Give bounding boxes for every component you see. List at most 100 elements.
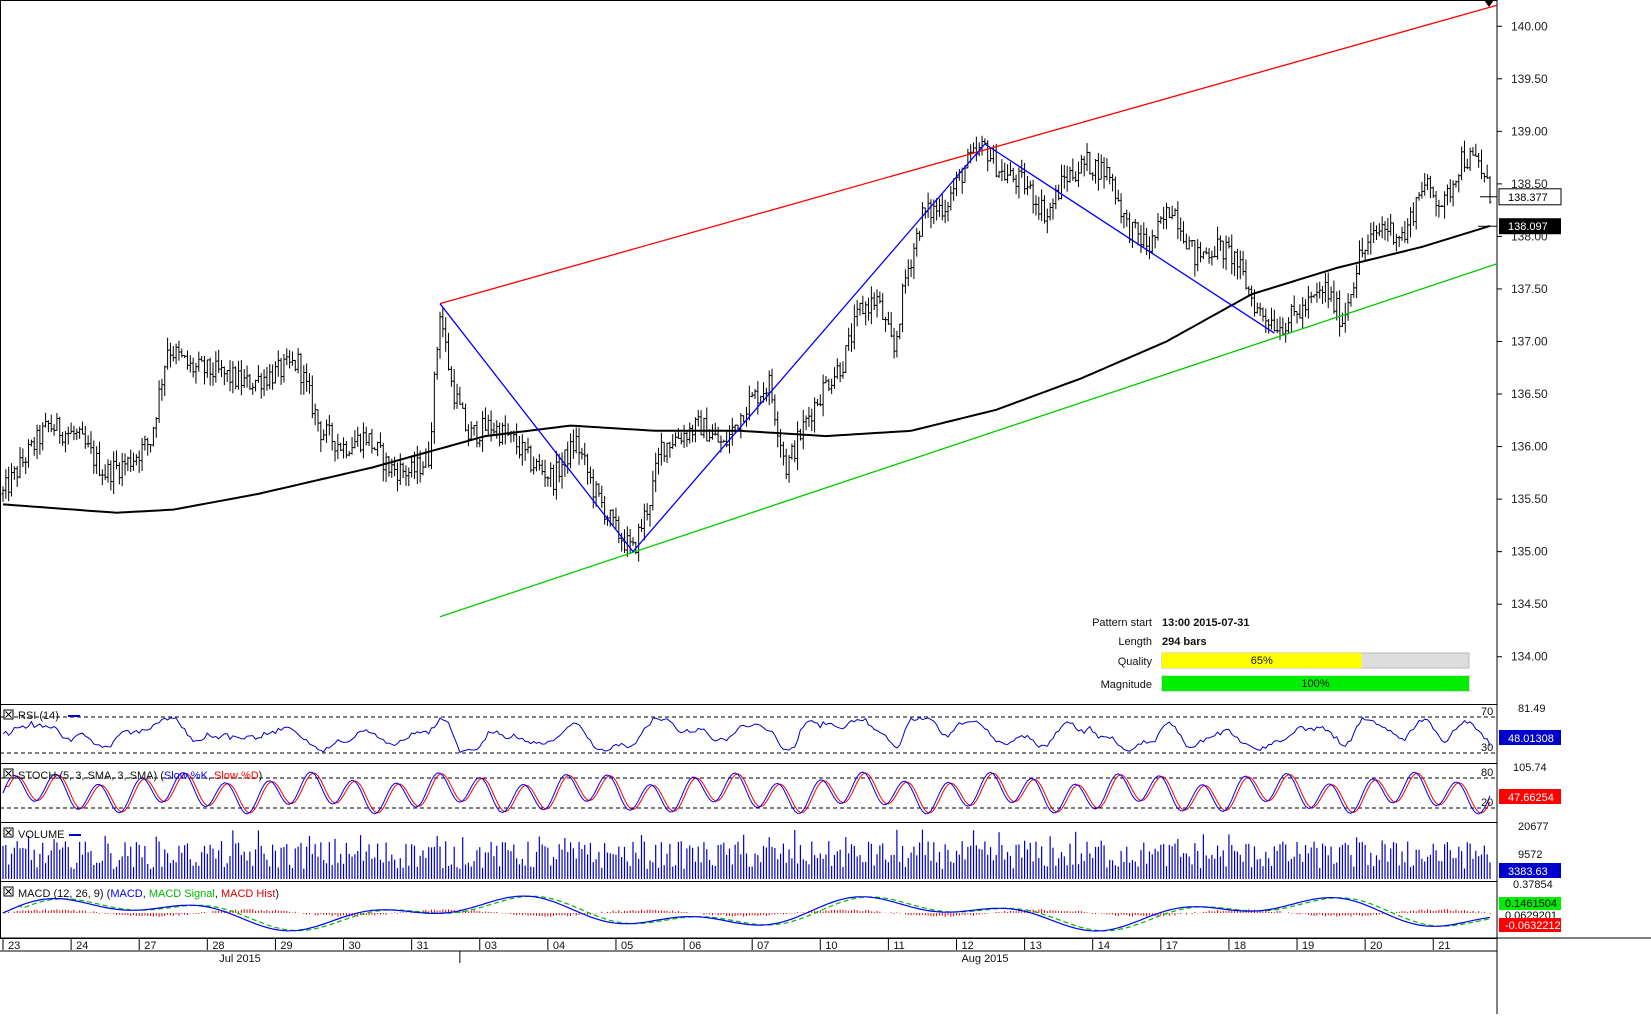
- candle: [849, 323, 853, 352]
- candle: [492, 422, 496, 435]
- candle: [421, 461, 425, 476]
- candle: [787, 455, 791, 483]
- candle: [109, 460, 113, 491]
- price-tick-label: 136.00: [1511, 440, 1548, 454]
- candle: [330, 422, 334, 451]
- candle: [378, 432, 382, 449]
- candle: [100, 469, 104, 486]
- candle: [994, 143, 998, 178]
- stoch-k-line: [2, 771, 1491, 815]
- candle: [1343, 302, 1347, 333]
- candle: [1335, 291, 1339, 321]
- stoch-top-value: 105.74: [1513, 762, 1547, 774]
- volume-value-label: 3383.63: [1508, 866, 1548, 878]
- candle: [597, 483, 601, 497]
- candle: [78, 426, 82, 439]
- candle: [1346, 293, 1350, 321]
- candle: [1184, 233, 1188, 250]
- candle: [1216, 226, 1220, 260]
- candle: [912, 243, 916, 280]
- candle: [129, 449, 133, 472]
- candle: [674, 432, 678, 447]
- candle: [1102, 157, 1106, 189]
- candle: [1477, 152, 1481, 168]
- candle: [745, 406, 748, 427]
- candle: [265, 367, 269, 391]
- candle: [1275, 318, 1279, 334]
- candle: [66, 426, 70, 445]
- magnitude-value: 100%: [1301, 678, 1329, 690]
- candle: [668, 441, 672, 458]
- candle: [38, 424, 42, 455]
- candle: [336, 433, 340, 460]
- day-label: 24: [76, 940, 88, 952]
- candle: [1284, 323, 1288, 343]
- candle: [1210, 250, 1214, 266]
- candle: [177, 340, 181, 361]
- candle: [688, 422, 692, 444]
- volume-title: VOLUME: [18, 829, 64, 841]
- candle: [1045, 208, 1049, 234]
- candle: [1301, 296, 1305, 329]
- candle: [1298, 304, 1302, 319]
- candle: [115, 450, 119, 470]
- candle: [1139, 224, 1143, 254]
- candle: [631, 537, 635, 546]
- ma-value-label: 138.097: [1508, 221, 1548, 233]
- price-tick-label: 137.00: [1511, 334, 1548, 348]
- candle: [1372, 221, 1376, 244]
- candle: [1196, 239, 1200, 272]
- candle: [1255, 302, 1259, 314]
- candle: [861, 295, 865, 315]
- candle: [742, 415, 746, 423]
- candle: [166, 337, 170, 370]
- candle: [901, 283, 905, 333]
- candle: [228, 360, 232, 392]
- candle: [699, 410, 703, 436]
- candle: [268, 364, 272, 390]
- candle: [810, 408, 814, 432]
- corner-marker-icon[interactable]: [1484, 0, 1494, 7]
- candle: [1179, 217, 1183, 242]
- candle: [1085, 143, 1089, 172]
- candle: [773, 394, 777, 426]
- candle: [1008, 162, 1012, 176]
- candle: [543, 459, 547, 487]
- candle: [588, 466, 592, 484]
- candle: [1289, 304, 1293, 333]
- candle: [1315, 282, 1319, 303]
- stoch-value-label: 47.66254: [1508, 792, 1554, 804]
- candle: [844, 345, 848, 373]
- candle: [526, 437, 530, 454]
- candle: [614, 507, 618, 531]
- candle: [747, 385, 751, 421]
- candle: [344, 440, 348, 459]
- candle: [1116, 189, 1120, 202]
- candle: [1434, 190, 1438, 217]
- candle: [1250, 285, 1254, 307]
- rsi-panel: RSI (14) 70 30 81.49 48.01308: [0, 703, 1561, 754]
- candle: [61, 431, 65, 446]
- candle: [435, 346, 439, 380]
- candle: [256, 365, 260, 383]
- candle: [878, 291, 882, 304]
- candle: [847, 327, 851, 351]
- candle: [276, 350, 280, 377]
- ma-path: [2, 224, 1491, 514]
- candle: [909, 259, 913, 277]
- candle: [1207, 248, 1211, 264]
- candle: [395, 462, 399, 492]
- day-label: 31: [417, 940, 429, 952]
- candle: [1321, 285, 1325, 304]
- candle: [1403, 221, 1407, 243]
- candle: [157, 380, 161, 424]
- candle: [7, 466, 11, 502]
- candle: [1264, 308, 1268, 334]
- candle: [762, 382, 766, 403]
- rsi-value-label: 48.01308: [1508, 733, 1554, 745]
- candle: [220, 359, 224, 377]
- candle: [1006, 164, 1010, 184]
- candle: [1366, 234, 1370, 255]
